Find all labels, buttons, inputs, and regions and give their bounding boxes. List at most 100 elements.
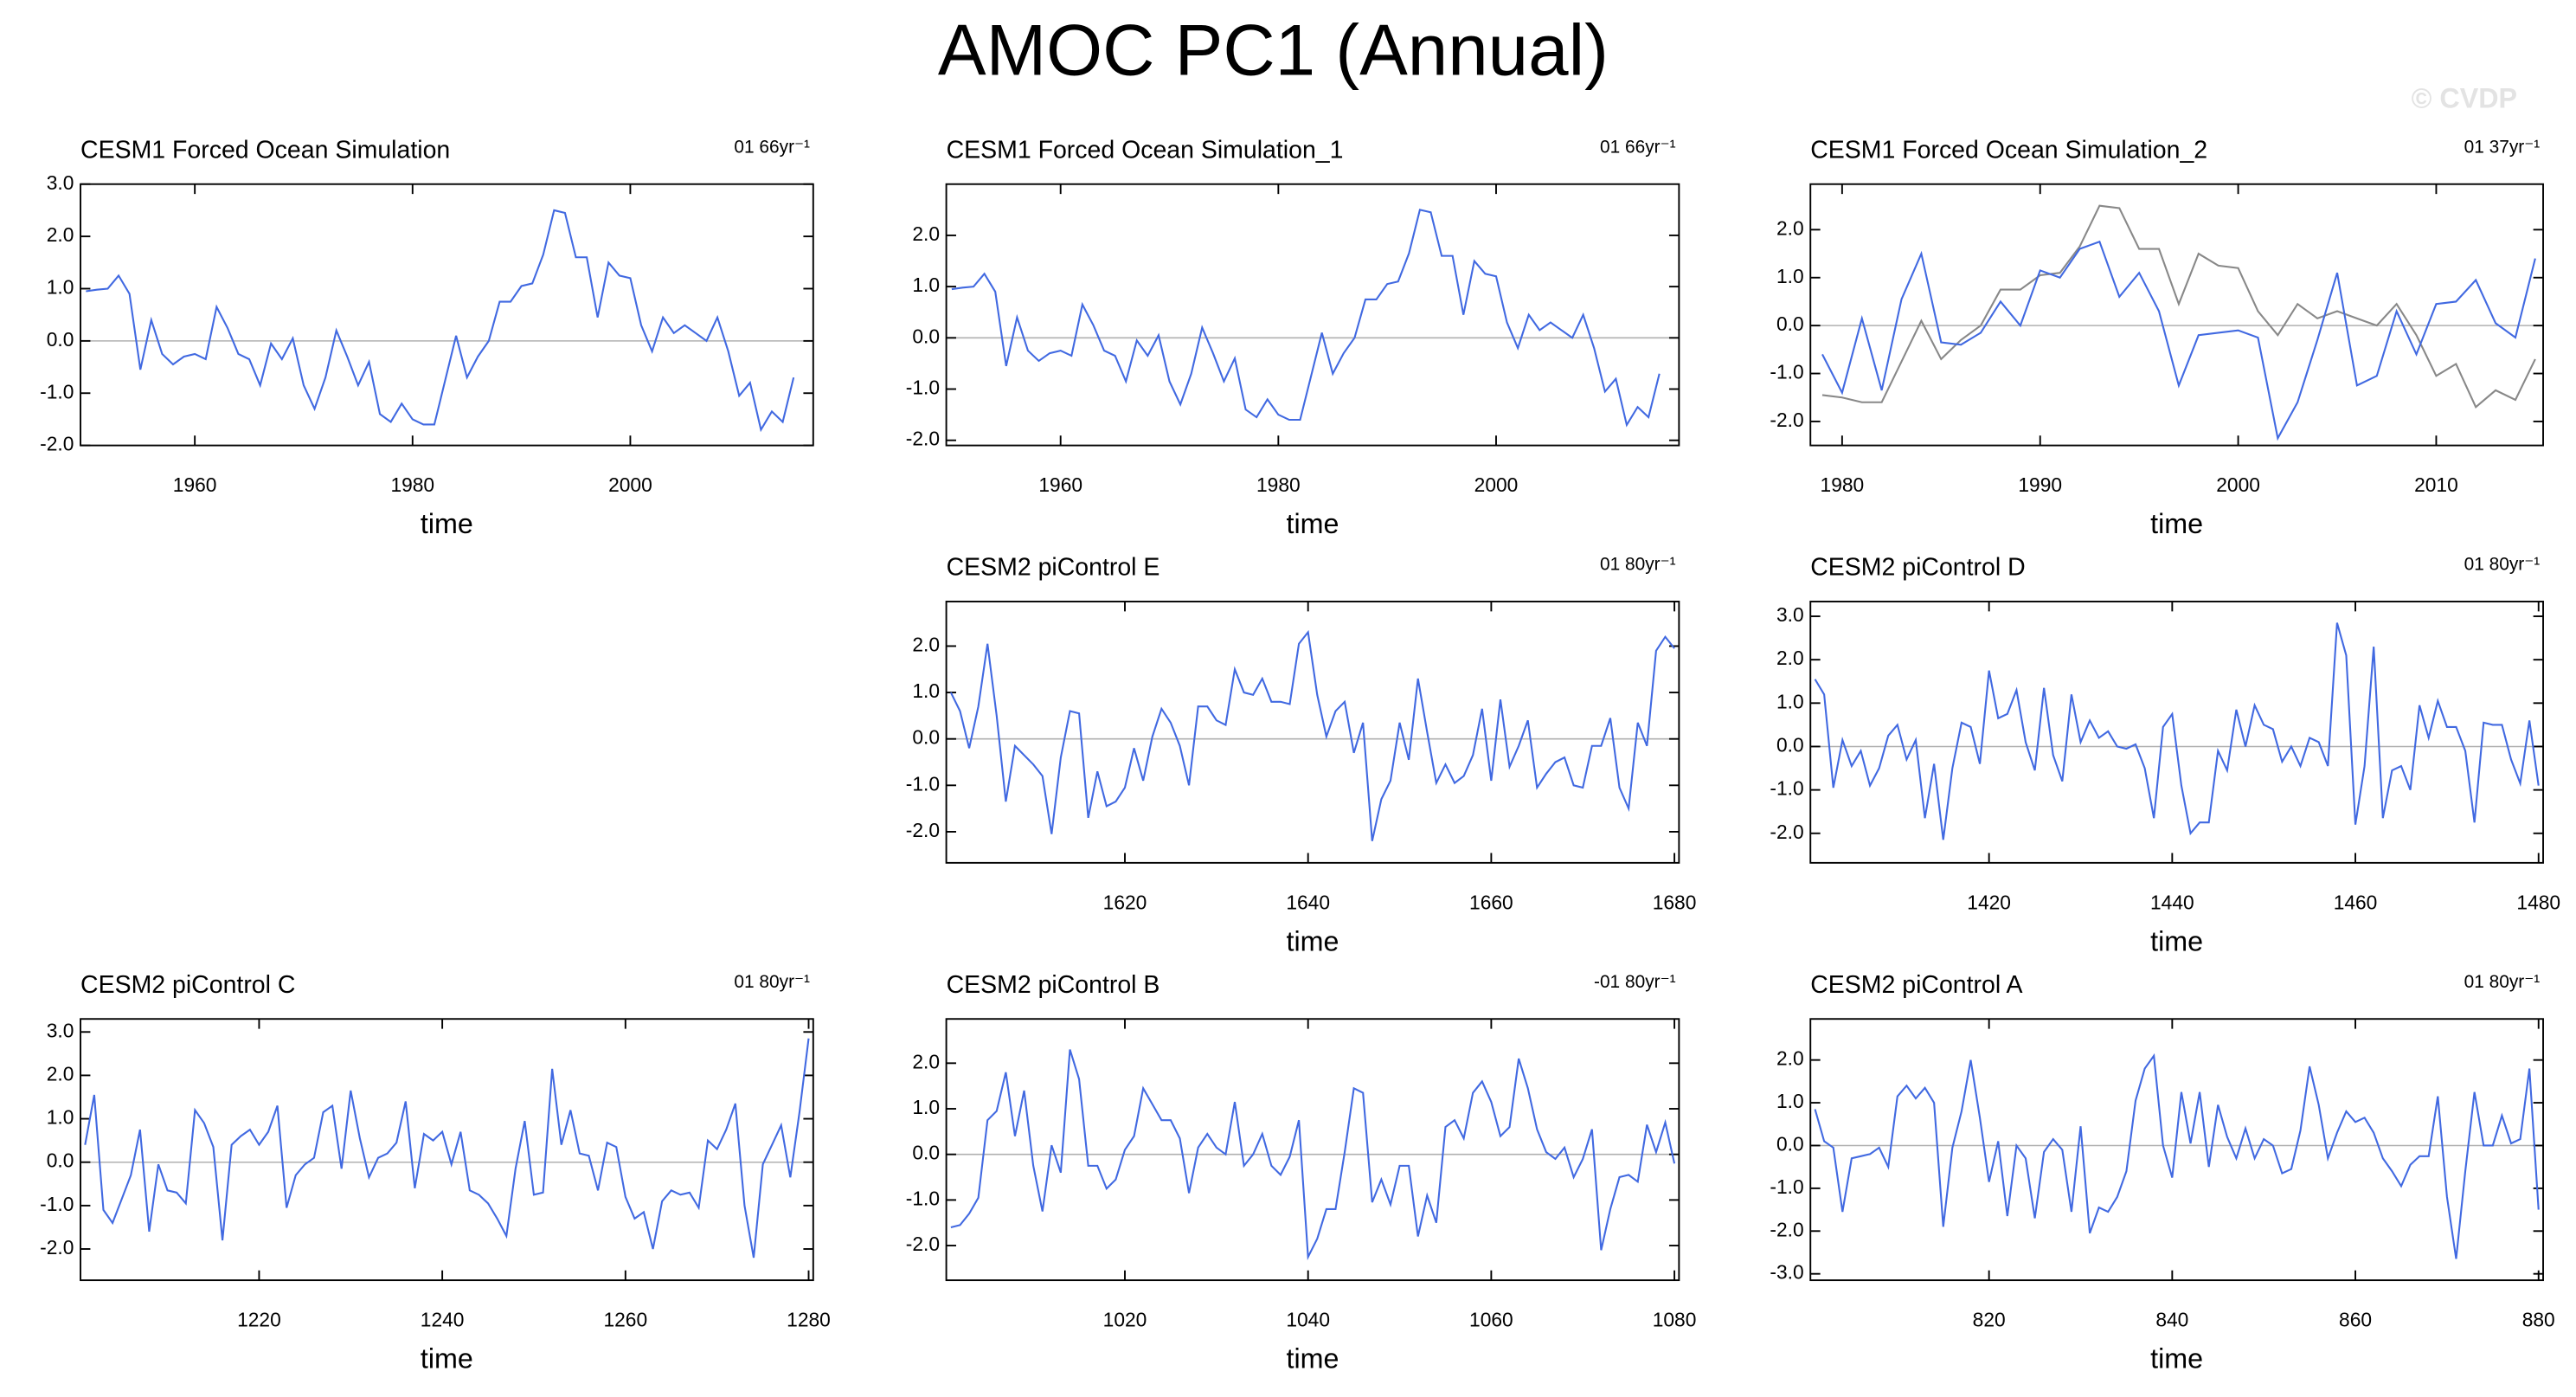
panel: CESM1 Forced Ocean Simulation_2 01 37yr⁻¹… bbox=[1770, 136, 2544, 539]
y-tick-label: -2.0 bbox=[906, 819, 940, 841]
panel: CESM1 Forced Ocean Simulation_1 01 66yr⁻¹… bbox=[906, 136, 1680, 539]
x-tick-label: 1640 bbox=[1286, 891, 1330, 913]
y-tick-label: -1.0 bbox=[40, 380, 74, 402]
x-tick-label: 880 bbox=[2522, 1309, 2555, 1331]
x-tick-label: 1440 bbox=[2150, 891, 2194, 913]
plot-frame bbox=[80, 1018, 814, 1282]
y-tick-label: -1.0 bbox=[906, 772, 940, 795]
x-axis-label: time bbox=[2150, 925, 2203, 956]
y-tick-label: 1.0 bbox=[1776, 690, 1804, 712]
plot-frame bbox=[80, 183, 814, 447]
y-tick-label: 2.0 bbox=[1776, 1047, 1804, 1070]
x-axis-label: time bbox=[1286, 1343, 1339, 1374]
panel-corner-label: 01 80yr⁻¹ bbox=[1600, 555, 1676, 575]
y-tick-label: -2.0 bbox=[40, 1236, 74, 1259]
plot-frame bbox=[945, 183, 1680, 447]
y-tick-label: -2.0 bbox=[906, 1233, 940, 1255]
plot-frame bbox=[1809, 183, 2544, 447]
panel-title: CESM2 piControl A bbox=[1810, 971, 2022, 999]
y-tick-label: 1.0 bbox=[912, 274, 940, 296]
x-tick-label: 1060 bbox=[1469, 1309, 1513, 1331]
y-tick-label: 0.0 bbox=[1776, 733, 1804, 756]
y-tick-label: 0.0 bbox=[1776, 312, 1804, 335]
y-tick-label: 2.0 bbox=[1776, 647, 1804, 669]
x-tick-label: 1240 bbox=[421, 1309, 465, 1331]
x-axis-label: time bbox=[421, 1343, 473, 1374]
panel: CESM2 piControl C 01 80yr⁻¹ time -2.0 -1.0 0.… bbox=[40, 971, 831, 1374]
panel-title: CESM2 piControl E bbox=[947, 554, 1160, 582]
y-tick-label: 1.0 bbox=[47, 1106, 74, 1129]
y-tick-label: 1.0 bbox=[1776, 1090, 1804, 1112]
panel-corner-label: -01 80yr⁻¹ bbox=[1594, 972, 1676, 992]
y-tick-label: -2.0 bbox=[40, 433, 74, 455]
panel-corner-label: 01 37yr⁻¹ bbox=[2464, 137, 2541, 157]
y-tick-label: 1.0 bbox=[47, 276, 74, 299]
x-tick-label: 1480 bbox=[2516, 891, 2560, 913]
x-tick-label: 2000 bbox=[2216, 473, 2260, 496]
panel: CESM2 piControl E 01 80yr⁻¹ time -2.0 -1.0 0.… bbox=[906, 554, 1697, 957]
x-tick-label: 1460 bbox=[2334, 891, 2378, 913]
y-tick-label: 0.0 bbox=[912, 325, 940, 347]
y-tick-label: -1.0 bbox=[40, 1193, 74, 1215]
series-line bbox=[951, 209, 1661, 428]
y-tick-label: 2.0 bbox=[1776, 216, 1804, 239]
series-line bbox=[1814, 1053, 2540, 1259]
x-tick-label: 1980 bbox=[1821, 473, 1865, 496]
y-tick-label: 0.0 bbox=[47, 328, 74, 351]
x-axis-label: time bbox=[421, 508, 473, 539]
x-tick-label: 2000 bbox=[1474, 473, 1519, 496]
y-tick-label: -3.0 bbox=[1770, 1261, 1803, 1284]
x-tick-label: 860 bbox=[2339, 1309, 2372, 1331]
x-tick-label: 2010 bbox=[2414, 473, 2458, 496]
panel-title: CESM1 Forced Ocean Simulation_2 bbox=[1810, 136, 2207, 164]
plot-frame bbox=[945, 1018, 1680, 1282]
x-tick-label: 820 bbox=[1973, 1309, 2006, 1331]
x-tick-label: 1680 bbox=[1653, 891, 1697, 913]
figure-title: AMOC PC1 (Annual) bbox=[938, 10, 1609, 91]
y-tick-label: 2.0 bbox=[47, 223, 74, 246]
series-line bbox=[86, 209, 795, 433]
y-tick-label: 0.0 bbox=[1776, 1132, 1804, 1155]
y-tick-label: 3.0 bbox=[47, 171, 74, 194]
y-tick-label: 3.0 bbox=[1776, 603, 1804, 626]
x-axis-label: time bbox=[1286, 925, 1339, 956]
panel-title: CESM2 piControl B bbox=[947, 971, 1160, 999]
panel-title: CESM1 Forced Ocean Simulation bbox=[80, 136, 450, 164]
panel-corner-label: 01 80yr⁻¹ bbox=[734, 972, 810, 992]
y-tick-label: -2.0 bbox=[1770, 821, 1803, 843]
y-tick-label: -2.0 bbox=[1770, 1218, 1803, 1240]
x-tick-label: 1620 bbox=[1103, 891, 1147, 913]
series-line bbox=[1821, 240, 2536, 441]
x-axis-label: time bbox=[1286, 508, 1339, 539]
x-tick-label: 1960 bbox=[173, 473, 217, 496]
y-tick-label: -1.0 bbox=[1770, 777, 1803, 800]
y-tick-label: -1.0 bbox=[1770, 361, 1803, 383]
y-tick-label: 0.0 bbox=[912, 1142, 940, 1164]
x-tick-label: 1980 bbox=[390, 473, 434, 496]
panel-corner-label: 01 66yr⁻¹ bbox=[734, 137, 810, 157]
panel-corner-label: 01 80yr⁻¹ bbox=[2464, 972, 2541, 992]
panel-title: CESM1 Forced Ocean Simulation_1 bbox=[947, 136, 1344, 164]
y-tick-label: -1.0 bbox=[906, 1187, 940, 1209]
x-tick-label: 1260 bbox=[603, 1309, 647, 1331]
y-tick-label: 1.0 bbox=[912, 1096, 940, 1118]
x-tick-label: 1280 bbox=[787, 1309, 831, 1331]
panel: CESM2 piControl D 01 80yr⁻¹ time -2.0 -1.0 0.… bbox=[1770, 554, 2560, 957]
watermark: © CVDP bbox=[2412, 82, 2517, 113]
y-tick-label: 0.0 bbox=[47, 1149, 74, 1172]
y-tick-label: 1.0 bbox=[912, 679, 940, 702]
x-axis-label: time bbox=[2150, 1343, 2203, 1374]
y-tick-label: 0.0 bbox=[912, 726, 940, 749]
x-tick-label: 1040 bbox=[1286, 1309, 1330, 1331]
series-line bbox=[1821, 204, 2536, 409]
series-line bbox=[84, 1038, 810, 1259]
x-tick-label: 1080 bbox=[1653, 1309, 1697, 1331]
y-tick-label: 2.0 bbox=[912, 1050, 940, 1072]
panel-corner-label: 01 66yr⁻¹ bbox=[1600, 137, 1676, 157]
panel: CESM2 piControl A 01 80yr⁻¹ time -3.0 -2.0 -1… bbox=[1770, 971, 2554, 1374]
y-tick-label: 2.0 bbox=[912, 222, 940, 245]
x-tick-label: 1960 bbox=[1038, 473, 1082, 496]
plot-frame bbox=[1809, 1018, 2544, 1282]
